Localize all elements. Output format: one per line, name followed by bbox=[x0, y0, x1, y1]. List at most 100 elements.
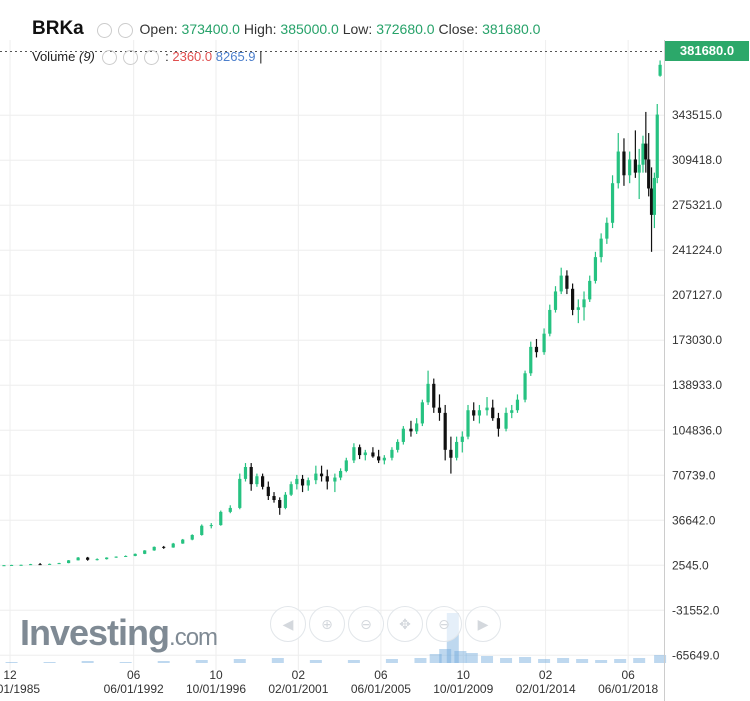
x-tick-date-label: 10/01/2009 bbox=[433, 682, 493, 696]
y-tick-label: 104836.0 bbox=[672, 423, 722, 437]
candle-body bbox=[605, 222, 609, 239]
eye-icon[interactable] bbox=[96, 22, 112, 38]
candle-body bbox=[28, 564, 33, 566]
candle-body bbox=[67, 560, 71, 564]
volume-label: Volume bbox=[32, 49, 76, 64]
eye-icon[interactable] bbox=[101, 50, 117, 66]
zoom-in-icon[interactable]: ⊕ bbox=[309, 606, 345, 642]
candle-body bbox=[504, 412, 508, 429]
candle-body bbox=[143, 550, 147, 554]
zoom-out-alt-icon[interactable]: ⊖ bbox=[426, 606, 462, 642]
volume-bar bbox=[414, 658, 427, 663]
candle-body bbox=[338, 470, 343, 478]
candlesticks bbox=[2, 60, 662, 567]
logo-suffix: .com bbox=[169, 624, 218, 651]
gear-icon[interactable] bbox=[122, 50, 138, 66]
candle-body bbox=[610, 183, 615, 223]
candle-body bbox=[510, 410, 514, 413]
volume-bar bbox=[157, 661, 170, 663]
candle-body bbox=[238, 478, 242, 508]
candle-body bbox=[390, 449, 394, 458]
candle-body bbox=[534, 346, 539, 353]
x-tick-date-label: 02/01/2001 bbox=[268, 682, 328, 696]
volume-legend: Volume (9) : 2360.0 8265.9 | bbox=[32, 49, 263, 66]
y-tick-label: 241224.0 bbox=[672, 243, 722, 257]
volume-bar bbox=[576, 659, 589, 663]
candle-body bbox=[86, 557, 90, 560]
reset-icon[interactable]: ✥ bbox=[387, 606, 423, 642]
volume-bar bbox=[429, 654, 442, 663]
scroll-right-icon[interactable]: ▶ bbox=[465, 606, 501, 642]
y-tick-label: 138933.0 bbox=[672, 378, 722, 392]
gear-icon[interactable] bbox=[117, 22, 133, 38]
x-tick-top-label: 10 bbox=[457, 668, 471, 682]
candle-body bbox=[278, 500, 282, 508]
candle-body bbox=[565, 275, 569, 289]
candle-body bbox=[200, 525, 204, 535]
volume-bar bbox=[557, 658, 570, 663]
candle-body bbox=[181, 539, 185, 544]
close-icon[interactable] bbox=[143, 50, 159, 66]
low-value: 372680.0 bbox=[376, 21, 435, 37]
grid-lines bbox=[0, 40, 664, 670]
candle-body bbox=[652, 177, 656, 215]
candle-body bbox=[432, 383, 436, 408]
x-tick-top-label: 06 bbox=[374, 668, 388, 682]
investing-logo: Investing.com bbox=[20, 612, 218, 654]
candle-body bbox=[443, 412, 447, 450]
candle-body bbox=[466, 410, 470, 437]
candle-body bbox=[266, 486, 270, 497]
candle-body bbox=[576, 307, 580, 310]
volume-period: (9) bbox=[79, 49, 95, 64]
volume-bar bbox=[465, 653, 478, 663]
candle-body bbox=[9, 564, 14, 566]
candle-body bbox=[396, 441, 400, 450]
volume-bar bbox=[538, 659, 551, 663]
volume-bar bbox=[519, 657, 532, 663]
candle-body bbox=[219, 511, 223, 526]
candle-body bbox=[171, 543, 175, 548]
symbol-name: BRKa bbox=[32, 18, 84, 39]
zoom-out-icon[interactable]: ⊖ bbox=[348, 606, 384, 642]
volume-bar bbox=[385, 659, 398, 663]
candle-body bbox=[633, 159, 637, 173]
high-label: High: bbox=[243, 21, 277, 37]
candle-body bbox=[209, 525, 213, 527]
x-tick-date-label: 06/01/2018 bbox=[598, 682, 658, 696]
candle-body bbox=[57, 563, 61, 565]
volume-bars bbox=[5, 613, 667, 663]
candle-body bbox=[647, 159, 651, 189]
y-tick-label: 36642.0 bbox=[672, 513, 716, 527]
x-tick-top-label: 02 bbox=[539, 668, 553, 682]
candle-body bbox=[95, 559, 99, 561]
candle-body bbox=[38, 564, 42, 566]
scroll-left-icon[interactable]: ◀ bbox=[270, 606, 306, 642]
volume-bar bbox=[633, 658, 646, 663]
candle-body bbox=[333, 477, 337, 482]
candle-body bbox=[325, 476, 329, 482]
candle-body bbox=[306, 480, 310, 486]
candle-body bbox=[553, 291, 558, 310]
candle-body bbox=[588, 280, 592, 300]
candle-body bbox=[371, 452, 375, 457]
volume-bar bbox=[454, 651, 467, 663]
candle-body bbox=[582, 299, 586, 308]
candle-body bbox=[243, 467, 248, 479]
y-tick-label: 309418.0 bbox=[672, 153, 722, 167]
candle-body bbox=[593, 257, 598, 281]
volume-bar bbox=[271, 658, 284, 663]
close-value: 381680.0 bbox=[482, 21, 541, 37]
candle-body bbox=[454, 441, 459, 458]
volume-bar bbox=[119, 662, 132, 663]
y-tick-label: -31552.0 bbox=[672, 603, 720, 617]
candle-body bbox=[319, 473, 324, 477]
low-label: Low: bbox=[342, 21, 373, 37]
volume-bar bbox=[595, 660, 608, 663]
candle-body bbox=[272, 496, 276, 500]
y-tick-label: 70739.0 bbox=[672, 468, 716, 482]
candle-body bbox=[47, 563, 52, 565]
candle-body bbox=[382, 457, 386, 461]
candle-body bbox=[261, 476, 265, 487]
x-tick-date-label: 10/01/1996 bbox=[186, 682, 246, 696]
